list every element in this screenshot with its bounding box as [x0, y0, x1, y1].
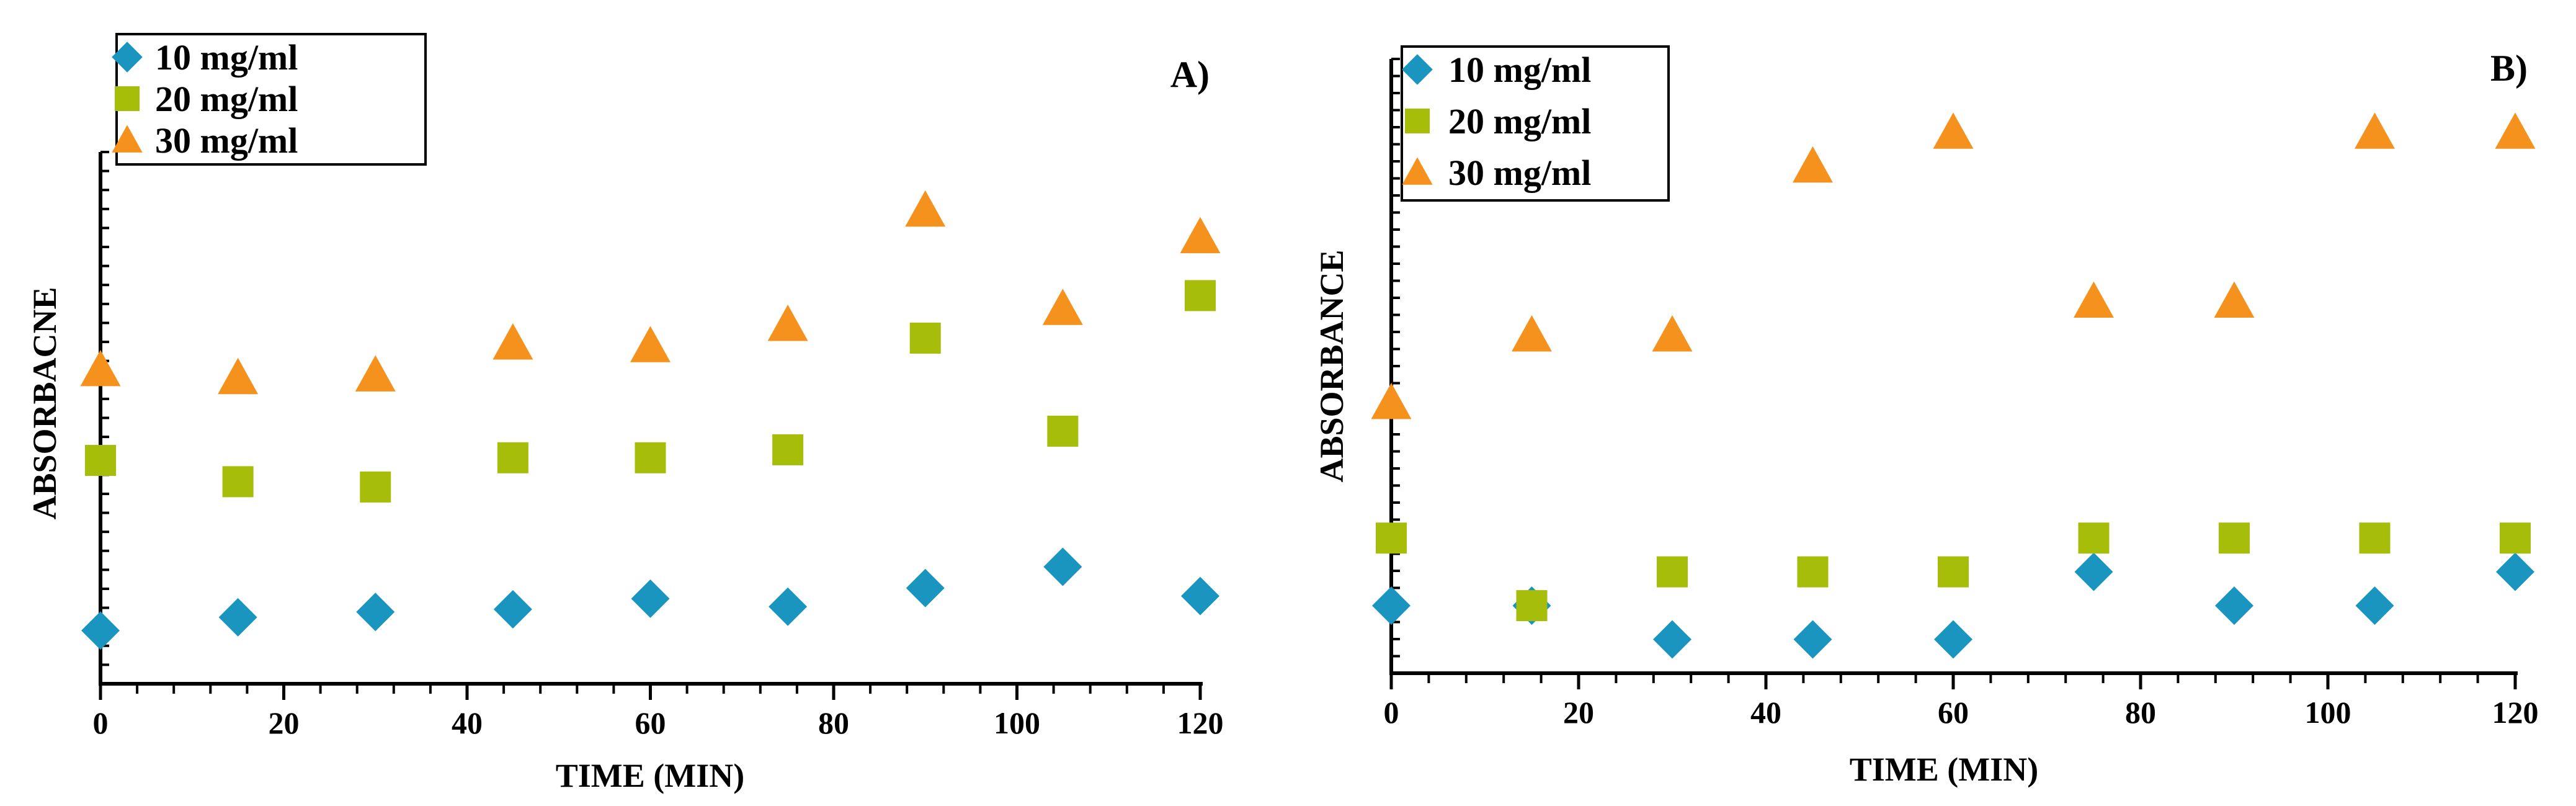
- legend-label: 20 mg/ml: [1448, 101, 1591, 141]
- panel-b-legend-box: [1401, 45, 1670, 202]
- panel-a-x-tick-labels: 0 20 40 60 80 100 120: [93, 705, 1224, 740]
- data-point-triangle: [2074, 281, 2114, 318]
- panel-b-y-axis-title: ABSORBANCE: [1313, 249, 1350, 482]
- data-point-square: [1938, 556, 1969, 588]
- legend-label: 30 mg/ml: [1448, 153, 1591, 193]
- data-point-triangle: [80, 349, 121, 387]
- data-point-triangle: [630, 326, 671, 362]
- panel-a-axes: [99, 151, 1203, 700]
- data-point-diamond: [2496, 552, 2534, 591]
- data-point-diamond: [1372, 586, 1411, 625]
- data-point-triangle: [355, 355, 396, 392]
- legend-marker-diamond: [112, 42, 143, 73]
- data-point-square: [1185, 280, 1216, 311]
- data-point-triangle: [1512, 315, 1552, 352]
- data-point-diamond: [81, 611, 120, 650]
- panel-a: A) TIME (MIN) ABSORBACNE 0 20 40 60 80 100 120…: [26, 33, 1224, 794]
- x-tick-label: 80: [818, 705, 849, 740]
- data-point-diamond: [356, 593, 395, 632]
- x-tick-label: 80: [2125, 695, 2156, 730]
- data-point-diamond: [1934, 620, 1972, 659]
- panel-b-x-tick-labels: 0 20 40 60 80 100 120: [1384, 695, 2539, 730]
- panel-a-x-axis-title: TIME (MIN): [556, 757, 744, 794]
- data-point-diamond: [1043, 547, 1082, 586]
- data-point-triangle: [492, 323, 533, 360]
- panel-a-label: A): [1170, 54, 1210, 95]
- data-point-triangle: [1652, 315, 1693, 352]
- data-point-square: [909, 322, 941, 354]
- data-point-diamond: [906, 568, 945, 607]
- legend-label: 10 mg/ml: [1448, 50, 1591, 90]
- legend-marker-square: [1405, 109, 1430, 133]
- panel-a-y-axis-title: ABSORBACNE: [26, 287, 63, 519]
- x-tick-label: 100: [994, 705, 1040, 740]
- data-point-square: [1516, 590, 1548, 622]
- data-point-square: [222, 466, 254, 498]
- data-point-triangle: [1180, 217, 1221, 254]
- data-point-diamond: [1793, 620, 1832, 659]
- data-point-triangle: [2495, 112, 2536, 149]
- panel-b-label: B): [2490, 48, 2528, 89]
- data-point-triangle: [2355, 112, 2395, 149]
- data-point-diamond: [631, 579, 670, 618]
- x-tick-label: 20: [269, 705, 300, 740]
- panel-b-x-axis-title: TIME (MIN): [1850, 751, 2038, 788]
- data-point-diamond: [1653, 620, 1691, 659]
- panel-b-data-points: [1371, 112, 2536, 659]
- x-tick-label: 20: [1563, 695, 1594, 730]
- x-tick-label: 40: [1750, 695, 1781, 730]
- x-tick-label: 0: [1384, 695, 1399, 730]
- data-point-triangle: [218, 357, 259, 395]
- panel-a-legend-box: [115, 33, 427, 166]
- data-point-square: [1376, 522, 1407, 554]
- data-point-diamond: [2215, 586, 2253, 625]
- x-tick-label: 40: [452, 705, 483, 740]
- legend-label: 20 mg/ml: [155, 79, 298, 119]
- data-point-triangle: [905, 190, 946, 227]
- data-point-diamond: [2355, 586, 2394, 625]
- x-tick-label: 60: [635, 705, 666, 740]
- data-point-square: [772, 434, 804, 465]
- legend-marker-triangle: [112, 125, 143, 153]
- panel-a-data-points: [80, 190, 1221, 650]
- data-point-triangle: [767, 305, 808, 341]
- legend-marker-diamond: [1402, 54, 1433, 85]
- panel-b-axes: [1389, 58, 2518, 689]
- x-tick-label: 120: [1177, 705, 1224, 740]
- data-point-square: [635, 442, 666, 473]
- data-point-diamond: [218, 598, 257, 637]
- data-point-square: [85, 445, 116, 477]
- data-point-square: [1657, 556, 1688, 588]
- data-point-triangle: [1933, 112, 1974, 149]
- legend-marker-square: [115, 86, 140, 111]
- data-point-triangle: [1371, 382, 1412, 419]
- data-point-diamond: [769, 587, 808, 626]
- data-point-triangle: [1793, 146, 1833, 183]
- data-point-square: [2500, 522, 2531, 554]
- data-point-square: [2359, 522, 2391, 554]
- data-point-square: [497, 442, 528, 473]
- panel-b-legend: 10 mg/ml 20 mg/ml 30 mg/ml: [1401, 45, 1670, 202]
- x-tick-label: 0: [93, 705, 109, 740]
- panel-b: B) TIME (MIN) ABSORBANCE 0 20 40 60 80 100 120…: [1313, 45, 2539, 788]
- data-point-diamond: [493, 590, 532, 629]
- x-tick-label: 60: [1938, 695, 1969, 730]
- data-point-triangle: [1042, 289, 1083, 325]
- data-point-square: [360, 471, 391, 503]
- data-point-triangle: [2214, 281, 2255, 318]
- legend-marker-triangle: [1402, 157, 1433, 185]
- data-point-square: [1797, 556, 1829, 588]
- x-tick-label: 120: [2492, 695, 2539, 730]
- data-point-square: [2219, 522, 2250, 554]
- data-point-diamond: [1181, 576, 1219, 616]
- data-point-square: [1047, 415, 1079, 447]
- x-tick-label: 100: [2305, 695, 2351, 730]
- data-point-square: [2078, 522, 2110, 554]
- data-point-diamond: [2074, 552, 2113, 591]
- legend-label: 10 mg/ml: [155, 37, 298, 78]
- legend-label: 30 mg/ml: [155, 120, 298, 161]
